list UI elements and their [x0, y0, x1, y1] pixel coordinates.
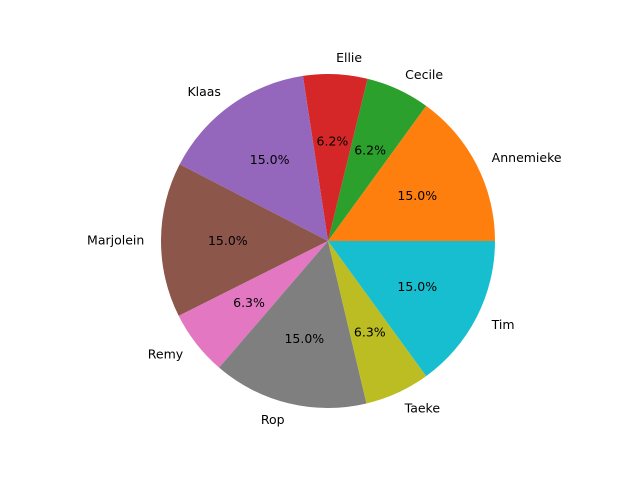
slice-label-rop: Rop — [261, 412, 285, 427]
slice-label-klaas: Klaas — [187, 84, 221, 99]
slice-label-remy: Remy — [148, 347, 184, 362]
slice-labels: Annemieke Cecile Ellie Klaas Marjolein Remy Ro… — [87, 50, 562, 427]
pie-slice-cecile — [328, 78, 427, 242]
pct-label-klaas: 15.0% — [250, 152, 290, 167]
pct-label-tim: 15.0% — [397, 279, 437, 294]
pie-slice-taeke — [328, 241, 427, 404]
pie-slice-rop — [219, 241, 367, 409]
pct-label-rop: 15.0% — [284, 331, 324, 346]
slice-label-tim: Tim — [491, 317, 515, 332]
slice-label-marjolein: Marjolein — [87, 232, 144, 247]
slice-label-cecile: Cecile — [405, 67, 443, 82]
slice-label-annemieke: Annemieke — [492, 150, 562, 165]
percentage-labels: 15.0% 6.2% 6.2% 15.0% 15.0% 6.3% 15.0% 6.3% 15.0… — [208, 133, 437, 345]
pie-slice-annemieke — [328, 105, 496, 241]
slice-label-ellie: Ellie — [336, 50, 362, 65]
pie-slice-klaas — [179, 75, 328, 242]
pct-label-ellie: 6.2% — [317, 133, 349, 148]
pct-label-marjolein: 15.0% — [208, 233, 248, 248]
pie-slice-marjolein — [161, 164, 328, 316]
pie-slices — [161, 74, 496, 409]
pie-slice-tim — [328, 241, 495, 377]
pct-label-taeke: 6.3% — [354, 325, 386, 340]
slice-label-taeke: Taeke — [404, 400, 441, 415]
pct-label-remy: 6.3% — [233, 295, 265, 310]
pct-label-cecile: 6.2% — [354, 143, 386, 158]
pct-label-annemieke: 15.0% — [397, 188, 437, 203]
pie-slice-ellie — [302, 74, 368, 241]
pie-slice-remy — [178, 241, 328, 368]
